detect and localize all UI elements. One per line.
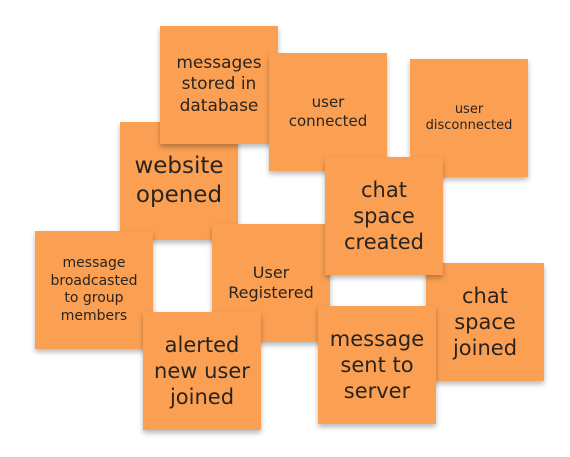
sticky-note-text: messages stored in database xyxy=(176,53,262,116)
sticky-note-text: message broadcasted to group members xyxy=(50,255,138,324)
sticky-note-text: alerted new user joined xyxy=(154,332,250,410)
sticky-note-text: message sent to server xyxy=(329,326,425,404)
sticky-note-chat-space-created[interactable]: chat space created xyxy=(325,157,443,275)
sticky-note-chat-space-joined[interactable]: chat space joined xyxy=(426,263,544,381)
sticky-note-text: chat space created xyxy=(344,177,424,255)
sticky-note-alerted-new-user[interactable]: alerted new user joined xyxy=(143,312,261,430)
sticky-note-text: website opened xyxy=(134,153,224,208)
sticky-note-user-connected[interactable]: user connected xyxy=(269,53,387,171)
sticky-note-text: chat space joined xyxy=(452,283,518,361)
sticky-note-messages-stored[interactable]: messages stored in database xyxy=(160,26,278,144)
sticky-note-text: User Registered xyxy=(228,263,314,302)
sticky-note-text: user connected xyxy=(288,93,368,130)
sticky-note-message-broadcasted[interactable]: message broadcasted to group members xyxy=(35,231,153,349)
sticky-note-message-sent[interactable]: message sent to server xyxy=(318,306,436,424)
sticky-note-text: user disconnected xyxy=(425,101,513,133)
